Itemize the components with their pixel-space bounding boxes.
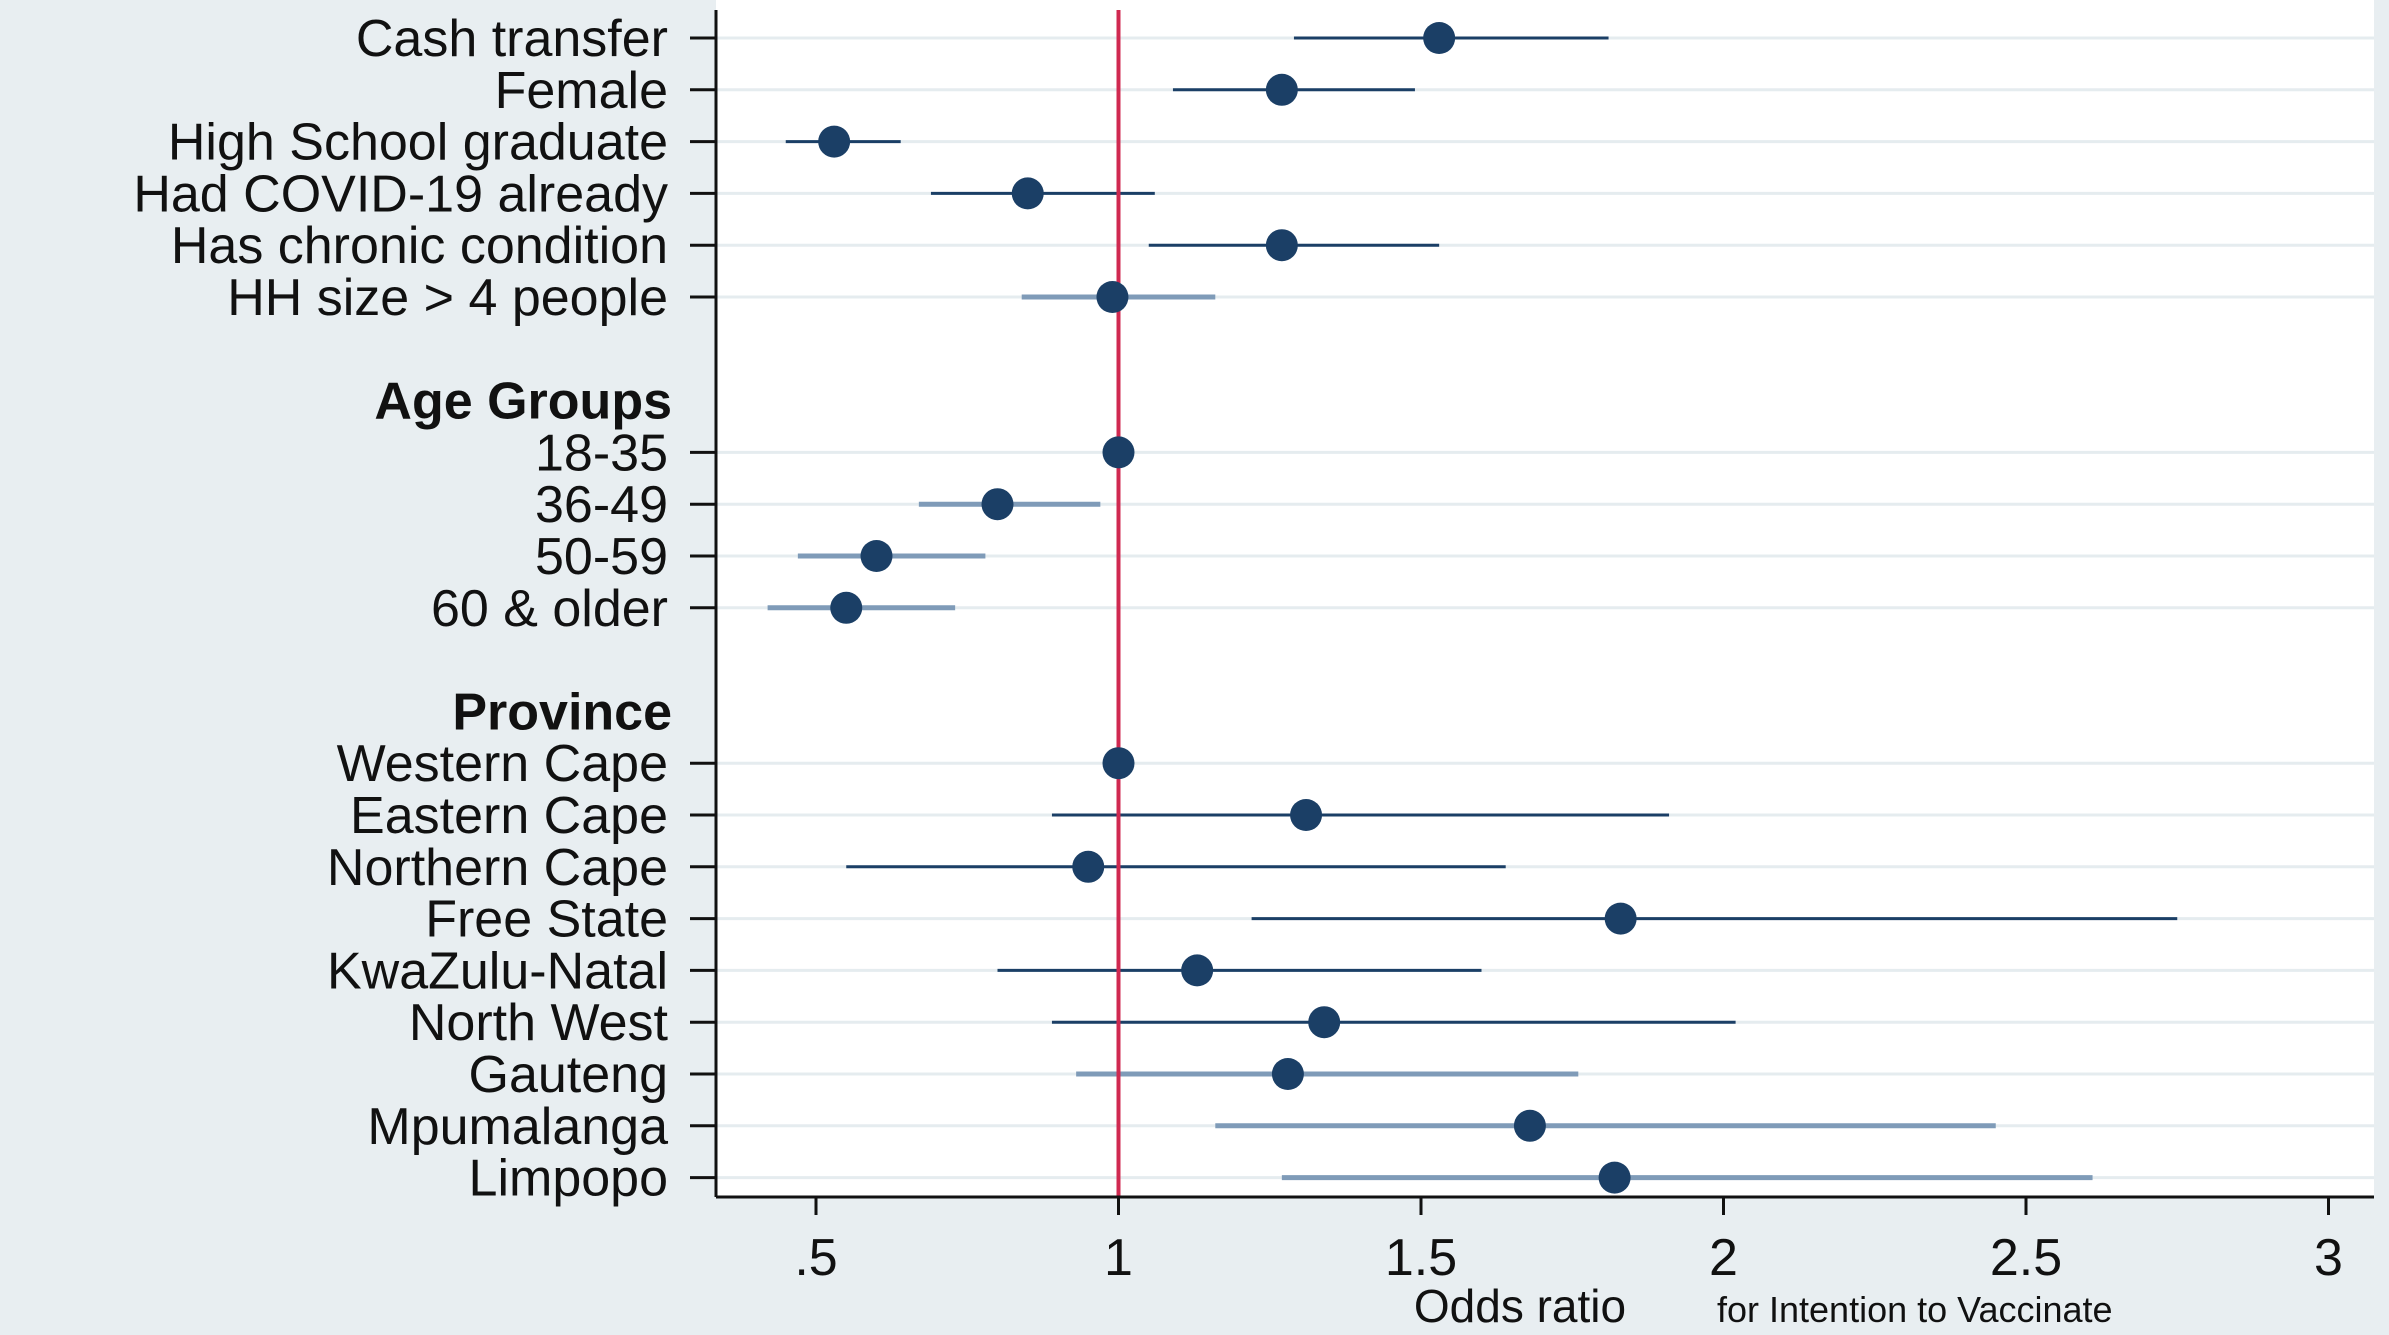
point-estimate xyxy=(981,488,1014,521)
point-estimate xyxy=(1423,22,1456,54)
row-label: North West xyxy=(409,994,669,1052)
point-estimate xyxy=(818,125,851,158)
group-header-label: Province xyxy=(452,683,672,741)
row-label: Free State xyxy=(425,891,668,949)
row-label: KwaZulu-Natal xyxy=(327,942,668,1000)
point-estimate xyxy=(860,540,893,572)
point-estimate xyxy=(1265,229,1298,262)
point-estimate xyxy=(1290,799,1323,831)
row-label: 36-49 xyxy=(535,476,668,534)
point-estimate xyxy=(1604,902,1637,935)
row-label: 18-35 xyxy=(535,424,668,482)
point-estimate xyxy=(1102,747,1135,780)
row-label: Had COVID-19 already xyxy=(133,165,668,223)
x-tick-label: 3 xyxy=(2314,1229,2343,1287)
point-estimate xyxy=(1308,1006,1341,1039)
point-estimate xyxy=(1271,1058,1304,1090)
point-estimate xyxy=(1598,1161,1631,1194)
row-label: HH size > 4 people xyxy=(227,269,668,327)
x-tick-label: 1.5 xyxy=(1385,1229,1457,1287)
row-label: High School graduate xyxy=(168,114,668,172)
row-label: 50-59 xyxy=(535,528,668,586)
row-label: 60 & older xyxy=(431,580,668,638)
row-label: Has chronic condition xyxy=(171,217,668,275)
point-estimate xyxy=(1265,73,1298,106)
x-axis-ticks: .5 1 1.5 2 2.5 3 xyxy=(794,1197,2343,1287)
plot-area xyxy=(716,0,2374,1197)
point-estimate xyxy=(1072,850,1105,883)
point-estimates xyxy=(818,22,1637,1194)
point-estimate xyxy=(1513,1109,1546,1142)
point-estimate xyxy=(1096,281,1129,313)
x-axis-subtitle: for Intention to Vaccinate xyxy=(1717,1289,2113,1330)
x-tick-label: 2.5 xyxy=(1990,1229,2062,1287)
x-tick-label: 1 xyxy=(1104,1229,1133,1287)
x-tick-label: .5 xyxy=(794,1229,837,1287)
row-label: Limpopo xyxy=(469,1150,668,1208)
row-label: Eastern Cape xyxy=(350,787,668,845)
row-label: Northern Cape xyxy=(327,839,668,897)
group-header-label: Age Groups xyxy=(374,373,672,431)
x-axis-title: Odds ratio xyxy=(1414,1280,1626,1330)
row-label: Western Cape xyxy=(337,735,668,793)
point-estimate xyxy=(830,591,863,624)
point-estimate xyxy=(1011,177,1044,210)
row-label: Gauteng xyxy=(469,1046,669,1104)
point-estimate xyxy=(1181,954,1214,987)
row-label: Cash transfer xyxy=(356,10,668,68)
point-estimate xyxy=(1102,436,1135,469)
row-label: Female xyxy=(495,62,668,120)
x-tick-label: 2 xyxy=(1709,1229,1738,1287)
row-label: Mpumalanga xyxy=(367,1098,668,1156)
